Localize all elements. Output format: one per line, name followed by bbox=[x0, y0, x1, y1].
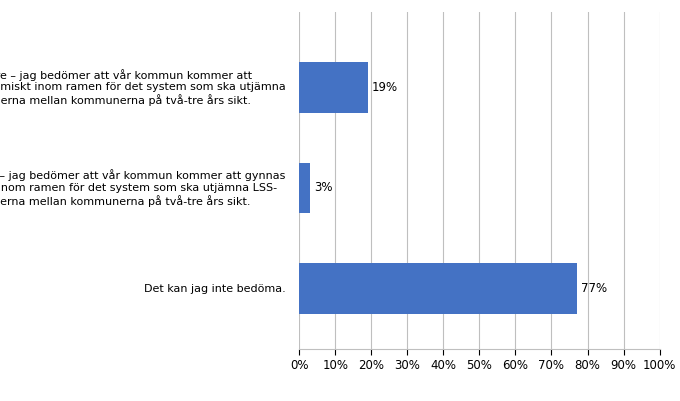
Bar bbox=[299, 163, 310, 213]
Bar bbox=[299, 263, 577, 314]
Text: 19%: 19% bbox=[372, 81, 398, 94]
Text: 77%: 77% bbox=[581, 282, 607, 295]
Text: Till det sämre – jag bedömer att vår kommun kommer att
missgynnas ekonomiskt ino: Till det sämre – jag bedömer att vår kom… bbox=[0, 69, 286, 106]
Text: Till det bättre – jag bedömer att vår kommun kommer att gynnas
ekonomiskt inom r: Till det bättre – jag bedömer att vår ko… bbox=[0, 169, 286, 207]
Bar bbox=[299, 62, 368, 113]
Text: 3%: 3% bbox=[314, 182, 333, 194]
Text: Det kan jag inte bedöma.: Det kan jag inte bedöma. bbox=[144, 284, 286, 294]
